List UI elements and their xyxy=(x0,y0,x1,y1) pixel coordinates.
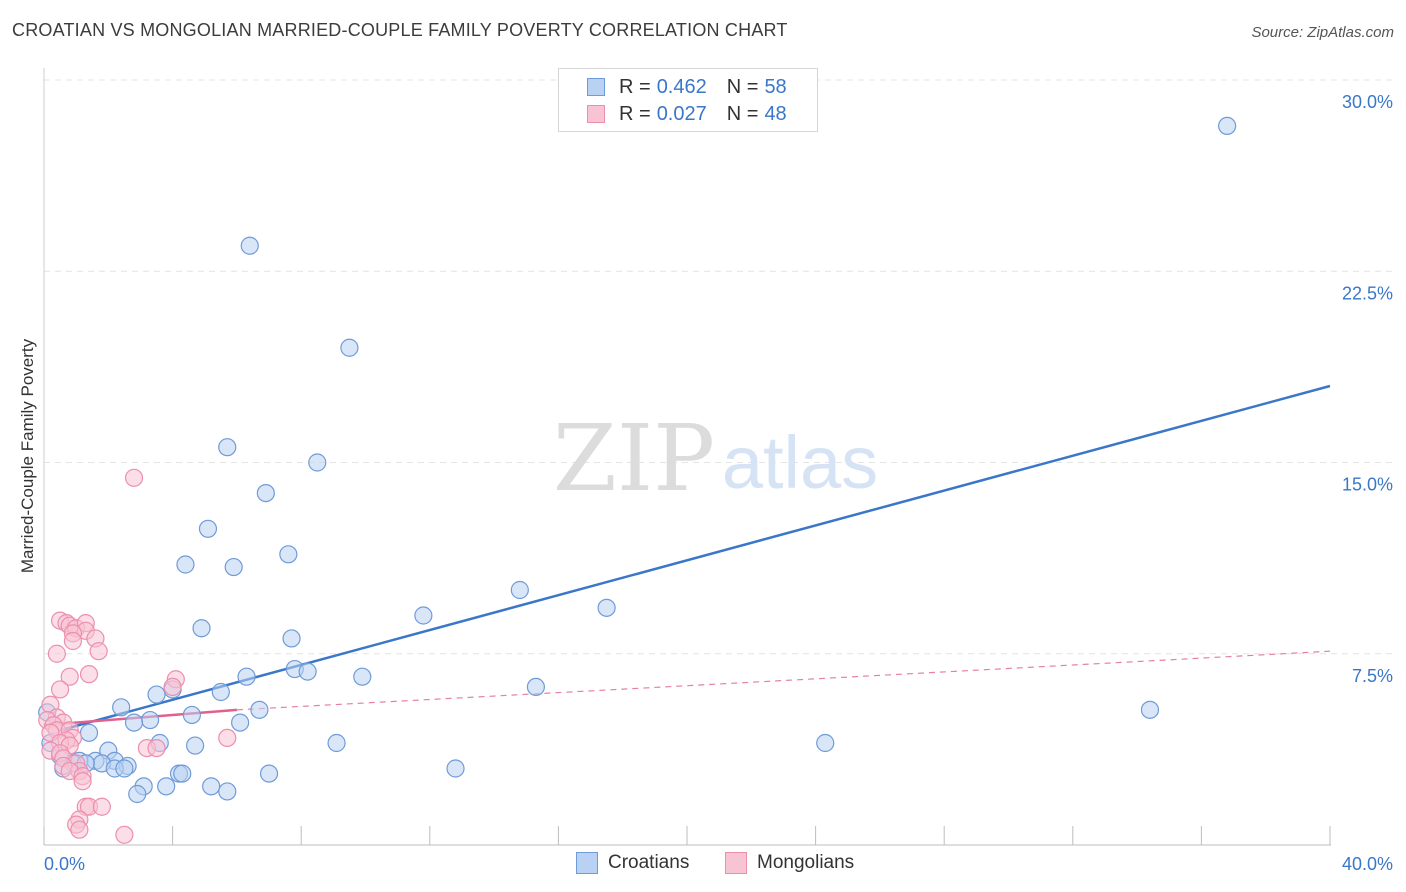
axes xyxy=(43,68,1331,846)
legend-n-label: N = xyxy=(726,75,759,98)
croatians-point xyxy=(1218,116,1237,136)
legend-n-label: N = xyxy=(726,102,759,125)
croatians-point xyxy=(279,545,298,564)
mongolians-point xyxy=(79,665,99,684)
croatians-point xyxy=(173,764,192,783)
croatians-point xyxy=(259,764,279,783)
croatians-point xyxy=(237,667,256,686)
x-tick-label: 0.0% xyxy=(44,854,85,874)
mongolians-point xyxy=(163,677,182,697)
bottom-legend-swatch-blue xyxy=(576,852,598,874)
croatians-point xyxy=(157,777,176,796)
mongolians-point xyxy=(60,667,79,686)
croatians-point xyxy=(1140,700,1160,719)
croatians-point xyxy=(340,338,359,357)
croatians-point xyxy=(115,759,134,778)
croatians-point xyxy=(147,685,166,704)
croatians-point xyxy=(282,629,301,648)
mongolians-point xyxy=(89,642,108,661)
croatians-point xyxy=(446,759,465,778)
mongolians-point xyxy=(92,797,111,816)
legend-r-label: R = xyxy=(619,102,651,125)
bottom-legend: Croatians Mongolians xyxy=(0,852,1406,878)
gridlines xyxy=(44,79,1392,655)
legend-swatch-blue xyxy=(587,78,605,96)
croatians-point xyxy=(597,598,616,617)
mongolians-point xyxy=(218,728,237,748)
croatians-point xyxy=(211,682,230,702)
bottom-legend-mongolians: Mongolians xyxy=(725,852,854,874)
bottom-legend-label: Croatians xyxy=(608,852,690,873)
croatians-point xyxy=(327,733,346,753)
croatians-point xyxy=(816,733,835,753)
croatians-point xyxy=(240,236,259,255)
mongolians-point xyxy=(63,631,83,651)
croatians-point xyxy=(176,555,195,574)
legend-r-label: R = xyxy=(619,75,651,98)
croatians-point xyxy=(218,438,237,457)
croatians-point xyxy=(128,784,147,804)
mongolians-point xyxy=(50,680,70,699)
croatians-point xyxy=(198,519,218,538)
x-tick-label: 40.0% xyxy=(1342,854,1393,874)
legend-row-croatians: R = 0.462 N = 58 xyxy=(587,75,787,99)
legend-swatch-pink xyxy=(587,105,605,123)
watermark-zip: ZIP xyxy=(553,405,715,512)
bottom-legend-swatch-pink xyxy=(725,852,747,874)
mongolians-point xyxy=(73,772,92,791)
mongolians-point xyxy=(70,820,89,839)
mongolians-trend-extension xyxy=(236,650,1331,711)
croatians-point xyxy=(124,713,144,732)
croatians-point xyxy=(353,667,372,686)
croatians-point xyxy=(256,484,275,503)
croatians-point xyxy=(192,619,211,638)
croatians-point xyxy=(79,723,99,742)
bottom-legend-label: Mongolians xyxy=(757,852,855,873)
chart-title: CROATIAN VS MONGOLIAN MARRIED-COUPLE FAM… xyxy=(12,20,788,40)
mongolians-point xyxy=(147,738,166,758)
croatians-point xyxy=(202,777,221,796)
y-tick-label: 15.0% xyxy=(1342,475,1393,495)
croatians-point xyxy=(218,782,237,801)
croatians-point xyxy=(308,453,327,472)
croatians-point xyxy=(112,698,131,717)
legend: R = 0.462 N = 58 R = 0.027 N = 48 xyxy=(558,68,818,132)
y-tick-label: 7.5% xyxy=(1352,666,1393,686)
croatians-point xyxy=(510,580,529,600)
legend-row-mongolians: R = 0.027 N = 48 xyxy=(587,102,787,126)
mongolians-point xyxy=(115,825,134,844)
legend-n-value: 48 xyxy=(764,102,787,125)
mongolians-point xyxy=(47,644,66,663)
source-credit: Source: ZipAtlas.com xyxy=(1251,24,1394,41)
croatians-point xyxy=(414,606,433,625)
croatians-point xyxy=(526,677,545,697)
data-points xyxy=(38,116,1237,844)
croatians-point xyxy=(224,557,243,577)
croatians-point xyxy=(186,736,205,755)
bottom-legend-croatians: Croatians xyxy=(576,852,689,874)
croatians-point xyxy=(250,700,269,719)
croatians-point xyxy=(182,705,201,725)
croatians-trend-line xyxy=(59,384,1331,732)
croatians-point xyxy=(140,710,160,730)
y-tick-label: 22.5% xyxy=(1342,283,1393,303)
tick-labels: 7.5% 15.0% 22.5% 30.0% 0.0% 40.0% xyxy=(44,92,1393,874)
croatians-point xyxy=(231,713,250,732)
y-tick-label: 30.0% xyxy=(1342,92,1393,112)
legend-r-value: 0.027 xyxy=(656,102,707,125)
legend-n-value: 58 xyxy=(764,75,787,98)
mongolians-point xyxy=(124,468,144,487)
watermark-atlas: atlas xyxy=(722,421,878,504)
croatians-point xyxy=(298,662,317,681)
legend-r-value: 0.462 xyxy=(656,75,707,98)
